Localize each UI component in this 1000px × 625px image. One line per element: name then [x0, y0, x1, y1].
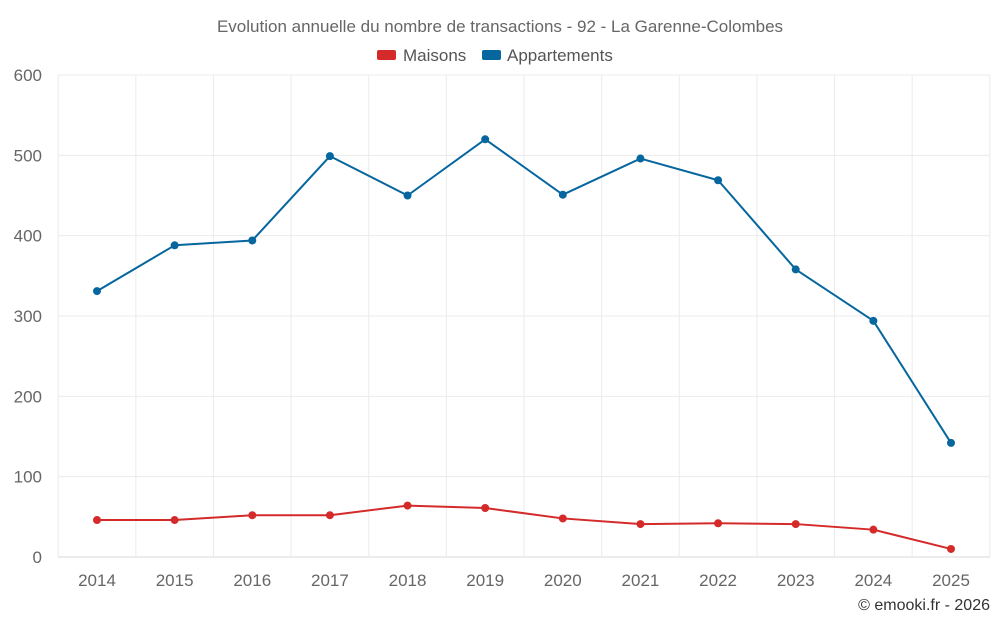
data-point[interactable] [481, 135, 490, 144]
series-appartements[interactable] [93, 135, 955, 447]
x-tick-label: 2016 [233, 571, 271, 590]
data-point[interactable] [403, 501, 412, 510]
data-point[interactable] [325, 511, 334, 520]
data-point[interactable] [636, 154, 645, 163]
x-axis-ticks: 2014 2015 2016 2017 2018 2019 2020 2021 2022 2023… [78, 571, 970, 590]
x-tick-label: 2021 [622, 571, 660, 590]
x-tick-label: 2023 [777, 571, 815, 590]
series-line[interactable] [97, 504, 952, 550]
data-point[interactable] [93, 516, 101, 525]
legend-label: Appartements [507, 46, 613, 65]
y-tick-label: 600 [14, 66, 42, 85]
x-tick-label: 2020 [544, 571, 582, 590]
x-tick-label: 2017 [311, 571, 349, 590]
data-point[interactable] [170, 516, 179, 525]
data-point[interactable] [481, 503, 490, 512]
chart-legend[interactable]: Maisons Appartements [377, 46, 613, 65]
data-point[interactable] [947, 438, 955, 447]
series-layer [93, 135, 955, 553]
data-point[interactable] [947, 544, 955, 553]
y-tick-label: 400 [14, 227, 42, 246]
y-tick-label: 300 [14, 307, 42, 326]
series-maisons[interactable] [93, 501, 955, 553]
data-point[interactable] [791, 265, 800, 274]
credit-text: © emooki.fr - 2026 [858, 597, 990, 614]
chart-title: Evolution annuelle du nombre de transact… [217, 17, 783, 36]
data-point[interactable] [636, 520, 645, 529]
series-line[interactable] [96, 138, 952, 444]
data-point[interactable] [791, 520, 800, 529]
data-point[interactable] [558, 190, 567, 199]
x-tick-label: 2025 [932, 571, 970, 590]
data-point[interactable] [170, 241, 179, 250]
data-point[interactable] [248, 236, 257, 245]
legend-label: Maisons [403, 46, 466, 65]
legend-item-appartements[interactable]: Appartements [482, 46, 613, 65]
gridlines [57, 74, 991, 558]
y-axis-ticks: 0 100 200 300 400 500 600 [14, 66, 42, 567]
y-tick-label: 500 [14, 146, 42, 165]
data-point[interactable] [403, 191, 412, 200]
legend-item-maisons[interactable]: Maisons [377, 46, 466, 65]
x-tick-label: 2015 [156, 571, 194, 590]
x-tick-label: 2022 [699, 571, 737, 590]
data-point[interactable] [558, 514, 567, 523]
data-point[interactable] [93, 287, 101, 296]
y-tick-label: 0 [33, 548, 42, 567]
data-point[interactable] [714, 519, 723, 528]
x-tick-label: 2019 [466, 571, 504, 590]
x-tick-label: 2018 [389, 571, 427, 590]
data-point[interactable] [248, 511, 257, 520]
data-point[interactable] [869, 316, 878, 325]
legend-swatch [482, 50, 501, 60]
legend-swatch [377, 50, 396, 60]
data-point[interactable] [325, 152, 334, 161]
data-point[interactable] [714, 176, 723, 185]
x-tick-label: 2024 [854, 571, 892, 590]
y-tick-label: 100 [14, 468, 42, 487]
data-point[interactable] [869, 525, 878, 534]
x-tick-label: 2014 [78, 571, 116, 590]
y-tick-label: 200 [14, 387, 42, 406]
